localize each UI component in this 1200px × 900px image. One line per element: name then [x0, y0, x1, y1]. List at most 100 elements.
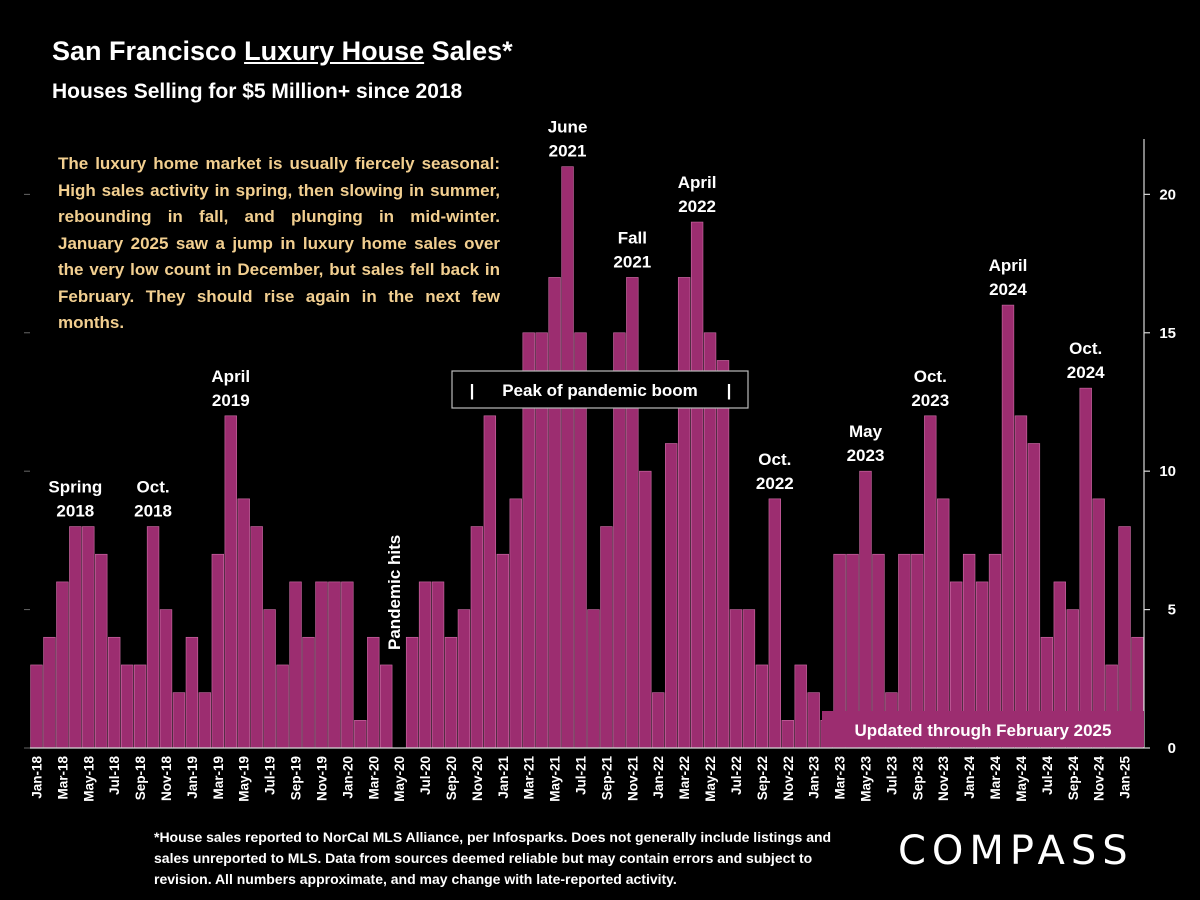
- bar-Nov-24: [1092, 498, 1105, 749]
- x-tick-label: Mar-23: [833, 756, 848, 800]
- bar-Jul-19: [263, 609, 276, 749]
- updated-badge-label: Updated through February 2025: [855, 721, 1112, 740]
- bar-May-24: [1014, 415, 1028, 749]
- bar-May-18: [82, 526, 95, 749]
- bar-May-23: [859, 470, 872, 749]
- x-tick-label: Sep-20: [444, 756, 459, 800]
- annotation-line: Oct.: [1069, 339, 1102, 358]
- annotation-line: Spring: [48, 478, 102, 497]
- annotation-spring-2018: Spring 2018: [48, 478, 102, 521]
- annotation-line: Oct.: [137, 478, 170, 497]
- compass-logo: COMPASS: [898, 828, 1134, 874]
- x-tick-label: Jan-25: [1118, 756, 1133, 799]
- x-tick-label: Jan-22: [651, 756, 666, 799]
- x-tick-label: May-22: [703, 756, 718, 802]
- x-tick-label: Jul-21: [574, 756, 589, 796]
- x-tick-label: Jan-21: [496, 756, 511, 799]
- bar-Mar-19: [211, 553, 224, 749]
- bar-Dec-19: [328, 581, 341, 749]
- bar-Nov-18: [159, 609, 173, 749]
- y-tick-label: 0: [1168, 740, 1176, 757]
- annotation-line: Oct.: [914, 367, 947, 386]
- x-tick-label: Jan-20: [340, 756, 355, 799]
- bar-May-19: [237, 498, 250, 749]
- x-tick-label: May-18: [81, 756, 96, 802]
- annotation-line: 2023: [911, 391, 949, 410]
- bar-Jan-22: [652, 692, 665, 749]
- bar-Sep-21: [600, 526, 613, 749]
- bar-May-21: [548, 277, 561, 749]
- bar-Jun-18: [95, 553, 108, 749]
- annotation-line: Oct.: [758, 450, 791, 469]
- bar-Aug-20: [431, 581, 445, 749]
- y-tick-label: 5: [1168, 602, 1176, 619]
- x-tick-label: Nov-19: [314, 756, 329, 801]
- bar-Jul-20: [418, 581, 432, 749]
- bar-Jan-20: [341, 581, 354, 749]
- bar-Oct-18: [146, 526, 160, 749]
- annotation-line: May: [849, 422, 883, 441]
- x-tick-label: Nov-21: [625, 756, 640, 802]
- annotation-april-2024: April 2024: [989, 256, 1028, 299]
- bar-Nov-22: [781, 720, 794, 749]
- bar-Apr-20: [380, 664, 393, 749]
- bar-Apr-18: [69, 526, 82, 749]
- updated-badge-background: [822, 711, 1144, 747]
- x-tick-label: Sep-22: [755, 756, 770, 800]
- bar-Aug-21: [587, 609, 600, 749]
- x-tick-label: Jan-18: [29, 756, 44, 799]
- bar-Jun-24: [1027, 443, 1041, 749]
- bar-Feb-21: [509, 498, 522, 749]
- x-tick-label: Nov-23: [936, 756, 951, 802]
- x-tick-label: Nov-20: [470, 756, 485, 801]
- x-tick-label: May-24: [1014, 756, 1029, 802]
- x-tick-label: May-23: [859, 756, 874, 802]
- bar-Aug-19: [276, 664, 289, 749]
- title-suffix-text: Sales*: [424, 36, 513, 66]
- x-tick-label: Jul-19: [263, 756, 278, 795]
- peak-box-frame: [451, 370, 749, 409]
- annotation-line: April: [211, 367, 250, 386]
- bar-Nov-20: [470, 526, 484, 749]
- annotation-line: 2021: [549, 142, 587, 161]
- bar-Feb-19: [198, 692, 212, 749]
- bar-Feb-22: [665, 443, 678, 749]
- bar-Dec-22: [794, 664, 807, 749]
- annotation-line: June: [548, 118, 588, 137]
- annotation-line: 2018: [134, 502, 172, 521]
- bar-Feb-18: [43, 636, 56, 749]
- annotation-fall-2021: Fall 2021: [613, 228, 651, 271]
- axes-group: 0 5 10 15 20: [24, 139, 1176, 757]
- annotation-line: 2022: [756, 474, 794, 493]
- description-text: The luxury home market is usually fierce…: [58, 154, 500, 332]
- x-tick-label: Nov-22: [781, 756, 796, 801]
- y-tick-label: 15: [1159, 325, 1176, 342]
- x-tick-labels-group: Jan-18 Mar-18 May-18 Jul-18 Sep-18 Nov-18 Jan-…: [29, 756, 1132, 802]
- x-tick-label: Sep-23: [910, 756, 925, 801]
- x-tick-label: Sep-24: [1066, 756, 1081, 801]
- annotation-line: 2023: [847, 446, 885, 465]
- annotation-oct-2024: Oct. 2024: [1067, 339, 1105, 382]
- annotation-line: 2019: [212, 391, 250, 410]
- bar-Dec-20: [483, 415, 497, 749]
- page-title: San Francisco Luxury House Sales*: [52, 36, 513, 67]
- annotation-line: April: [678, 173, 717, 192]
- annotation-april-2022: April 2022: [678, 173, 717, 216]
- title-text: San Francisco: [52, 36, 245, 66]
- x-tick-label: Jul-20: [418, 756, 433, 795]
- annotation-april-2019: April 2019: [211, 367, 250, 410]
- x-tick-label: Mar-19: [211, 756, 226, 800]
- bar-Jun-22: [716, 360, 730, 749]
- annotation-line: Fall: [618, 228, 647, 247]
- x-tick-label: Mar-20: [366, 756, 381, 800]
- bar-Jan-18: [30, 664, 43, 749]
- peak-pandemic-boom-box: | Peak of pandemic boom |: [451, 370, 749, 409]
- bar-Jun-19: [250, 526, 263, 749]
- bar-Apr-22: [690, 221, 704, 749]
- bar-Jul-22: [729, 609, 743, 749]
- pandemic-hits-label: Pandemic hits: [385, 535, 404, 650]
- x-tick-label: May-19: [237, 756, 252, 802]
- x-tick-label: Jul-24: [1040, 756, 1055, 796]
- bar-Oct-22: [768, 498, 782, 749]
